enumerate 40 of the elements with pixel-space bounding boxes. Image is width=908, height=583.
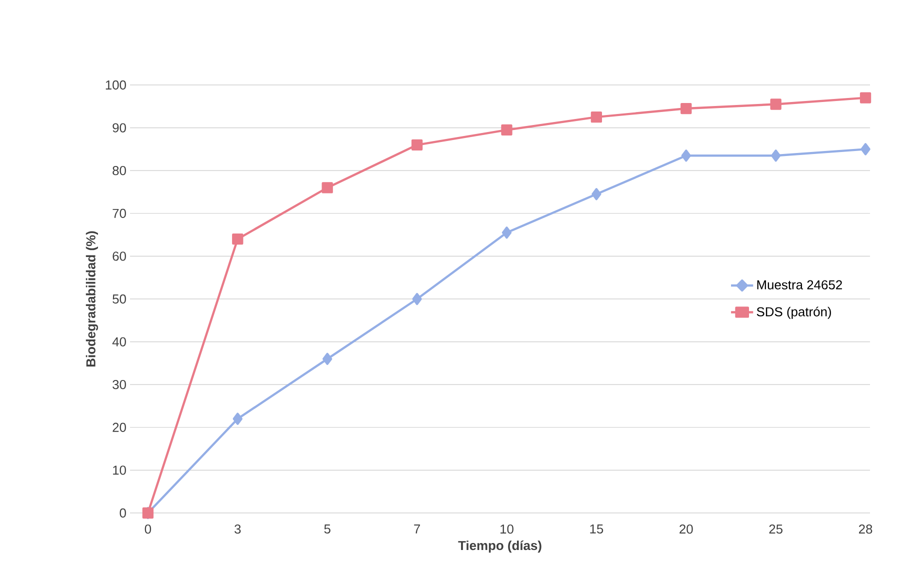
point [322, 182, 333, 194]
point [860, 143, 870, 156]
y-tick-label: 100 [106, 80, 126, 90]
point [770, 98, 782, 110]
x-tick-label: 7 [414, 524, 420, 534]
point [502, 226, 512, 239]
y-tick-label: 30 [112, 380, 126, 390]
y-tick-label: 40 [112, 337, 126, 346]
legend-label: Muestra 24652 [757, 280, 842, 290]
y-tick-label: 50 [112, 294, 126, 304]
y-tick-label: 60 [112, 252, 126, 261]
point [322, 352, 332, 365]
point [592, 188, 602, 200]
legend-label: SDS (patrón) [756, 306, 831, 319]
point [411, 139, 423, 150]
y-tick-label: 10 [113, 466, 126, 475]
x-tick-label: 15 [590, 524, 604, 534]
x-tick-label: 28 [858, 524, 872, 534]
point [681, 150, 691, 162]
x-axis-title: Tiempo (días) [458, 540, 542, 553]
y-tick-label: 0 [120, 508, 126, 518]
point [770, 150, 781, 162]
x-tick-label: 5 [324, 524, 330, 534]
x-tick-label: 10 [500, 524, 514, 534]
point [860, 92, 872, 104]
point [590, 112, 602, 123]
x-tick-label: 0 [144, 524, 152, 534]
point [232, 412, 242, 425]
y-tick-label: 70 [112, 208, 126, 218]
y-tick-label: 80 [112, 166, 126, 176]
point [412, 292, 422, 306]
point [232, 233, 244, 245]
point [680, 102, 692, 114]
x-tick-label: 20 [680, 524, 693, 534]
y-tick-label: 20 [112, 422, 126, 432]
point [501, 124, 512, 136]
x-tick-label: 3 [234, 524, 241, 534]
x-tick-label: 25 [769, 524, 782, 534]
y-axis-title: Biodegradabilidad (%) [86, 231, 98, 366]
y-tick-label: 90 [112, 123, 126, 132]
